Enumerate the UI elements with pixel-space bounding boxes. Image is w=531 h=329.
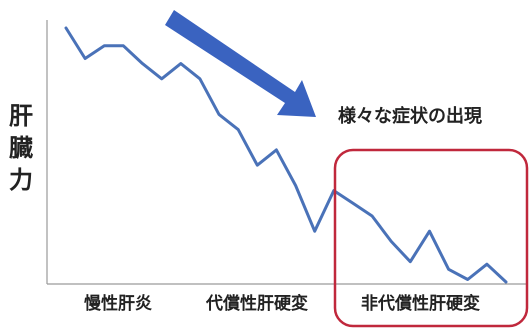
highlight-box [333, 148, 529, 328]
category-label: 慢性肝炎 [84, 294, 152, 314]
category-label: 非代償性肝硬変 [361, 294, 480, 314]
annotation-label: 様々な症状の出現 [338, 106, 482, 127]
decline-arrow [165, 10, 316, 117]
series-line [64, 26, 508, 284]
y-axis-label-char: 臓 [9, 134, 33, 162]
category-label: 代償性肝硬変 [206, 294, 308, 314]
y-axis-label-char: 力 [9, 166, 33, 194]
y-axis-label: 肝 臓 力 [8, 100, 34, 196]
y-axis-label-char: 肝 [9, 102, 33, 130]
